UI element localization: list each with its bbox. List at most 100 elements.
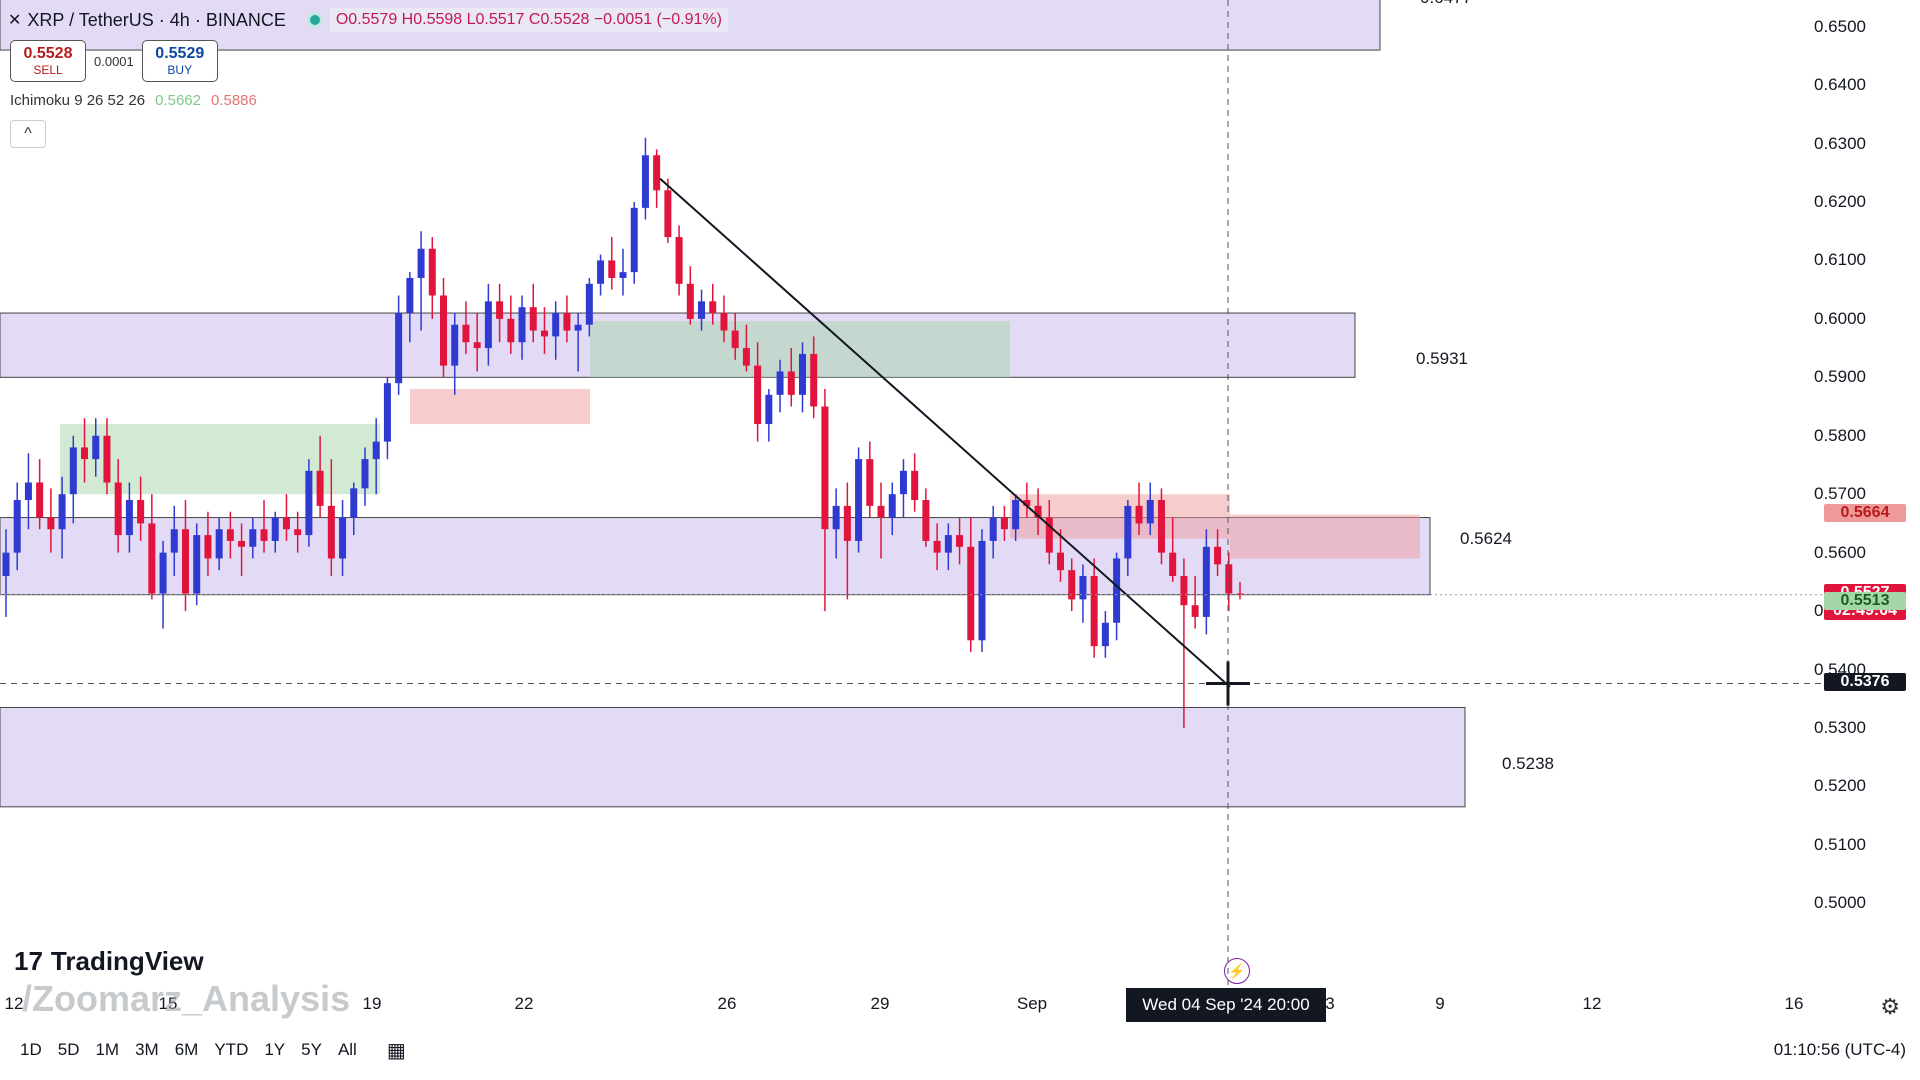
clock[interactable]: 01:10:56 (UTC-4) xyxy=(1773,1040,1906,1059)
candle-body xyxy=(1124,505,1132,559)
range-1m-button[interactable]: 1M xyxy=(95,1040,120,1059)
candle-body xyxy=(529,307,537,331)
candle xyxy=(305,459,313,547)
candle xyxy=(260,500,268,553)
candle xyxy=(406,272,414,343)
price-tick: 0.6200 xyxy=(1814,192,1866,211)
crosshair-cursor-icon xyxy=(1206,661,1250,706)
candle xyxy=(742,324,750,372)
indicator-value-1: 0.5662 xyxy=(155,92,201,109)
candle-body xyxy=(507,318,515,343)
candle xyxy=(821,389,829,612)
range-6m-button[interactable]: 6M xyxy=(174,1040,199,1059)
spread-value: 0.0001 xyxy=(94,53,134,69)
candle xyxy=(1135,482,1143,536)
candle xyxy=(754,342,762,442)
candle-body xyxy=(776,371,784,395)
candle-body xyxy=(125,500,133,536)
candle xyxy=(114,459,122,553)
candle xyxy=(832,488,840,559)
range-all-button[interactable]: All xyxy=(337,1040,357,1059)
candle-body xyxy=(13,500,21,553)
candle-body xyxy=(92,435,100,460)
candle-body xyxy=(170,529,178,553)
candle xyxy=(630,202,638,284)
range-3m-button[interactable]: 3M xyxy=(135,1040,159,1059)
candle xyxy=(866,441,874,518)
candle-body xyxy=(787,371,795,395)
indicator-legend[interactable]: Ichimoku 9 26 52 26 0.5662 0.5886 xyxy=(10,92,257,109)
calendar-icon[interactable]: ▦ xyxy=(386,1039,406,1062)
price-tick: 0.5000 xyxy=(1814,893,1866,913)
symbol-header: ✕ XRP / TetherUS · 4h · BINANCE O0.5579 … xyxy=(0,0,728,40)
range-1y-button[interactable]: 1Y xyxy=(264,1040,286,1059)
candle-body xyxy=(1146,500,1154,524)
candle-body xyxy=(832,505,840,530)
candle-body xyxy=(664,190,672,238)
candle xyxy=(877,482,885,559)
candle-body xyxy=(417,248,425,278)
candle-body xyxy=(1057,552,1065,571)
candle xyxy=(462,301,470,354)
tv-logo-icon: 17 xyxy=(14,946,43,976)
time-tick: 19 xyxy=(362,994,382,1013)
range-5y-button[interactable]: 5Y xyxy=(301,1040,322,1059)
candle xyxy=(1034,488,1042,536)
candle-body xyxy=(1225,564,1233,594)
candle-body xyxy=(204,535,212,559)
candle xyxy=(1090,558,1098,658)
symbol-name: XRP / TetherUS · 4h · BINANCE xyxy=(27,9,286,30)
candles-layer xyxy=(2,137,1244,728)
flash-icon[interactable]: ⚡ xyxy=(1224,958,1250,984)
tradingview-logo[interactable]: 17 TradingView xyxy=(14,946,204,977)
candle xyxy=(641,137,649,220)
xrp-logo-icon: ✕ xyxy=(8,12,22,29)
candle xyxy=(978,529,986,652)
candle-body xyxy=(294,529,302,536)
time-tick: 29 xyxy=(870,994,890,1013)
candle xyxy=(922,488,930,547)
candle-body xyxy=(2,552,10,576)
symbol-title[interactable]: ✕ XRP / TetherUS · 4h · BINANCE xyxy=(8,10,286,31)
candle xyxy=(350,482,358,536)
chevron-up-icon: ^ xyxy=(24,125,32,142)
candle xyxy=(810,336,818,419)
candle-body xyxy=(641,155,649,208)
price-tick: 0.6100 xyxy=(1814,250,1866,270)
indicator-value-2: 0.5886 xyxy=(210,92,257,109)
candle-body xyxy=(226,529,234,541)
candle-body xyxy=(608,260,616,278)
candle-body xyxy=(675,237,683,284)
candle xyxy=(675,225,683,296)
range-ytd-button[interactable]: YTD xyxy=(214,1040,249,1059)
price-tick: 0.6500 xyxy=(1814,16,1866,36)
candle xyxy=(1202,529,1210,635)
zone-label: 0.6477 xyxy=(1420,0,1472,8)
price-tick: 0.5800 xyxy=(1814,425,1866,445)
range-5d-button[interactable]: 5D xyxy=(57,1040,80,1059)
candle-body xyxy=(956,535,964,547)
candle-body xyxy=(810,353,818,407)
candle-body xyxy=(395,313,403,384)
time-tick: 12 xyxy=(4,994,24,1013)
candle xyxy=(215,517,223,571)
candle xyxy=(484,283,492,366)
candle-body xyxy=(765,394,773,425)
candle xyxy=(249,517,257,559)
candle-body xyxy=(238,540,246,547)
candle-body xyxy=(103,435,111,483)
buy-button[interactable]: 0.5529 BUY xyxy=(141,40,218,82)
collapse-legend-button[interactable]: ^ xyxy=(10,120,46,148)
candle-body xyxy=(159,552,167,594)
range-1d-button[interactable]: 1D xyxy=(20,1040,42,1059)
settings-gear-icon[interactable]: ⚙ xyxy=(1880,994,1900,1019)
candle xyxy=(1057,529,1065,582)
price-tag: 0.5664 xyxy=(1824,504,1906,523)
candle xyxy=(798,342,806,413)
candle xyxy=(563,295,571,343)
price-tick: 0.5200 xyxy=(1814,776,1866,796)
sell-button[interactable]: 0.5528 SELL xyxy=(10,40,86,82)
candle xyxy=(1157,488,1165,565)
candle-body xyxy=(888,494,896,518)
